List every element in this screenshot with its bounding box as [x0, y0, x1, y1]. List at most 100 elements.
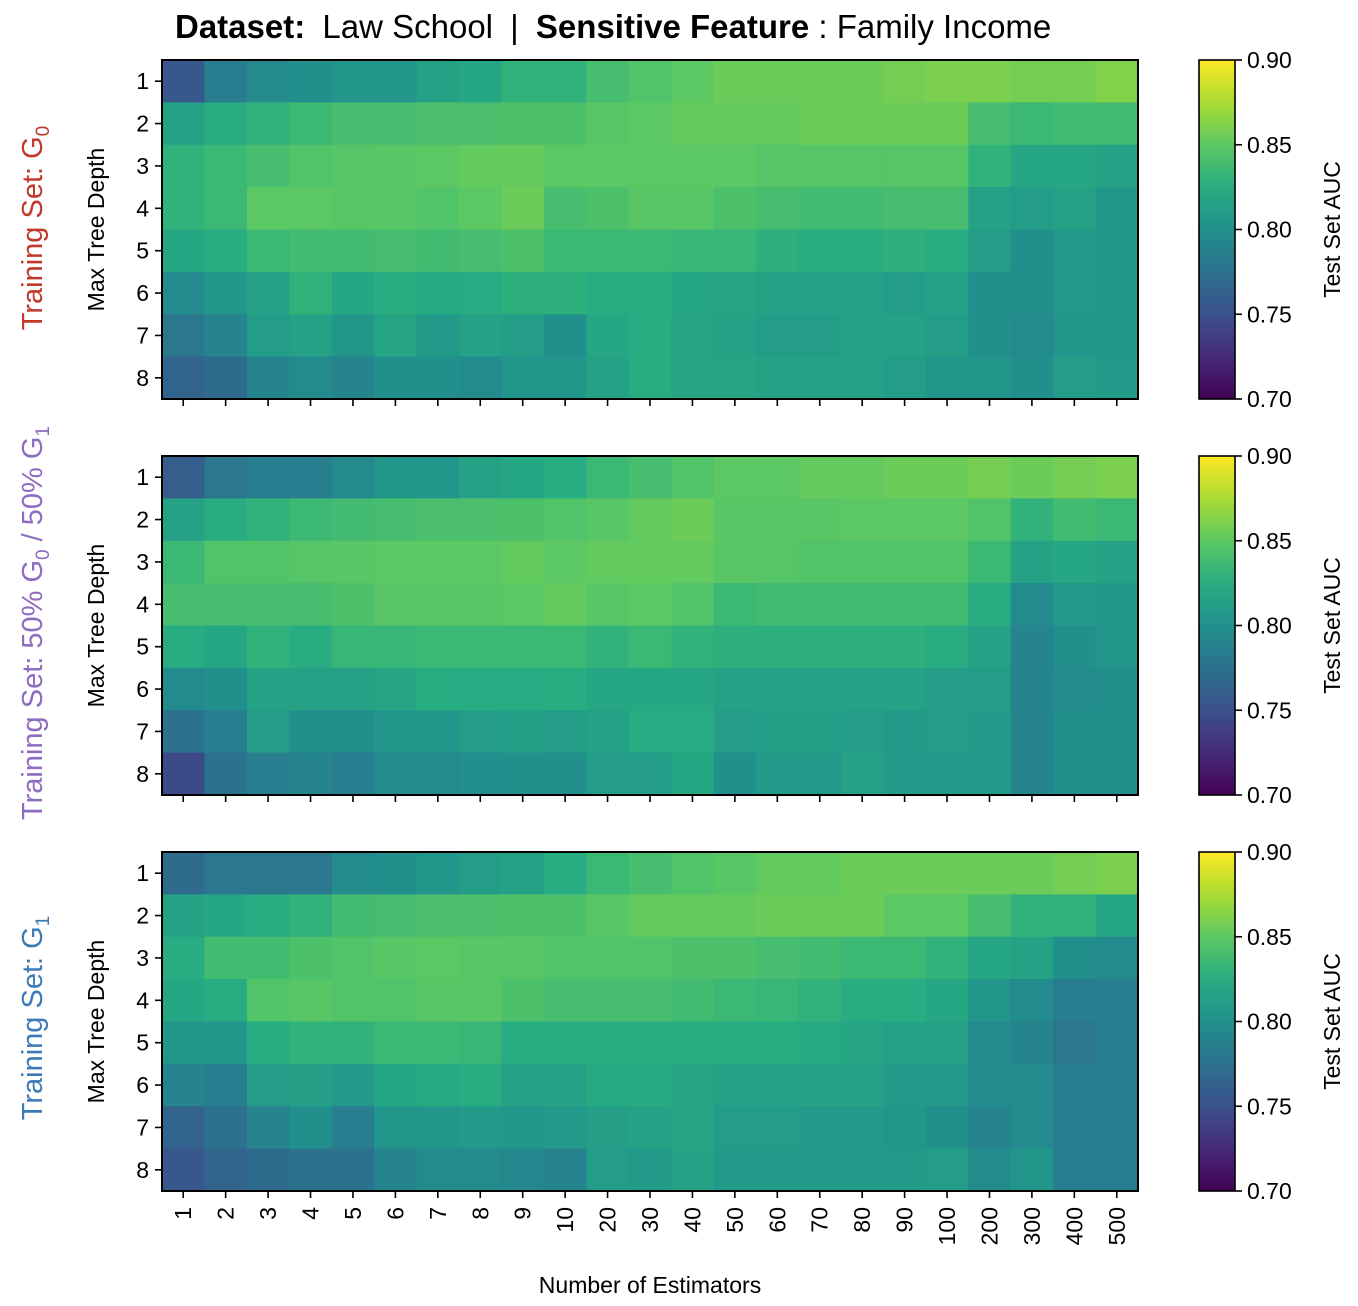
- x-tick-label: 80: [849, 1207, 875, 1233]
- heatmap-cell: [331, 1148, 375, 1192]
- title-separator: |: [510, 8, 519, 45]
- heatmap-cell: [756, 667, 800, 711]
- heatmap-cell: [246, 271, 290, 315]
- heatmap-cell: [713, 102, 757, 146]
- heatmap-cell: [289, 1021, 333, 1065]
- heatmap-cell: [162, 144, 206, 188]
- heatmap-cell: [671, 314, 715, 358]
- y-tick-label: 7: [136, 322, 149, 348]
- heatmap-cell: [416, 894, 460, 938]
- heatmap-cell: [1010, 271, 1054, 315]
- heatmap-cell: [798, 752, 842, 796]
- heatmap-cell: [374, 667, 418, 711]
- heatmap-cell: [840, 667, 884, 711]
- heatmap-cell: [798, 979, 842, 1023]
- heatmap-cell: [416, 936, 460, 980]
- heatmap-cell: [289, 456, 333, 499]
- heatmap-cell: [543, 314, 587, 358]
- heatmap-cell: [1010, 667, 1054, 711]
- heatmap-cell: [756, 625, 800, 669]
- y-tick-label: 2: [136, 903, 149, 929]
- heatmap-cell: [246, 667, 290, 711]
- heatmap-cell: [1095, 314, 1139, 358]
- heatmap-cell: [331, 144, 375, 188]
- heatmap-cell: [459, 852, 503, 895]
- heatmap-cell: [968, 1021, 1012, 1065]
- heatmap-cell: [840, 60, 884, 103]
- heatmap-cell: [840, 625, 884, 669]
- y-tick-label: 1: [136, 464, 149, 490]
- heatmap-cell: [713, 583, 757, 627]
- heatmap-cell: [798, 144, 842, 188]
- heatmap-cell: [331, 540, 375, 584]
- x-tick-label: 8: [467, 1207, 493, 1220]
- colorbar-tick-label: 0.85: [1247, 132, 1292, 158]
- heatmap-cell: [840, 1021, 884, 1065]
- heatmap-cell: [586, 979, 630, 1023]
- heatmap-cell: [162, 583, 206, 627]
- heatmap-cell: [1095, 752, 1139, 796]
- heatmap-cell: [246, 102, 290, 146]
- heatmap-cell: [374, 456, 418, 499]
- heatmap-cell: [374, 752, 418, 796]
- heatmap-cell: [713, 271, 757, 315]
- heatmap-cell: [840, 498, 884, 542]
- heatmap-cell: [459, 229, 503, 273]
- heatmap-cell: [543, 456, 587, 499]
- heatmap-cell: [1095, 1063, 1139, 1107]
- heatmap-cell: [543, 667, 587, 711]
- heatmap-cell: [840, 540, 884, 584]
- heatmap-cell: [416, 271, 460, 315]
- heatmap-cell: [756, 1063, 800, 1107]
- heatmap-cell: [713, 314, 757, 358]
- heatmap-cell: [840, 583, 884, 627]
- heatmap-cell: [416, 60, 460, 103]
- heatmap-cell: [246, 60, 290, 103]
- heatmap-cell: [1010, 936, 1054, 980]
- heatmap-cell: [671, 144, 715, 188]
- label-subscript: 1: [33, 916, 54, 927]
- heatmap-cell: [883, 1148, 927, 1192]
- heatmap-cell: [459, 894, 503, 938]
- heatmap-cell: [1053, 144, 1097, 188]
- heatmap-cell: [968, 540, 1012, 584]
- heatmap-cell: [713, 229, 757, 273]
- heatmap-cell: [501, 583, 545, 627]
- heatmap-cell: [756, 894, 800, 938]
- heatmap-cell: [331, 852, 375, 895]
- heatmap-cell: [374, 894, 418, 938]
- heatmap-cell: [501, 60, 545, 103]
- heatmap-cell: [671, 625, 715, 669]
- heatmap-cell: [968, 498, 1012, 542]
- heatmap-cell: [628, 456, 672, 499]
- heatmap-cell: [374, 60, 418, 103]
- heatmap-cell: [501, 852, 545, 895]
- heatmap-cell: [968, 187, 1012, 231]
- colorbar-gradient: [1199, 456, 1235, 795]
- heatmap-cell: [1053, 979, 1097, 1023]
- heatmap-cell: [501, 498, 545, 542]
- heatmap-cell: [246, 979, 290, 1023]
- heatmap-cell: [501, 102, 545, 146]
- heatmap-cell: [331, 498, 375, 542]
- heatmap-cell: [416, 667, 460, 711]
- heatmap-cell: [883, 625, 927, 669]
- heatmap-cell: [968, 456, 1012, 499]
- colorbar-tick-label: 0.80: [1247, 217, 1292, 243]
- x-tick-label: 7: [425, 1207, 451, 1220]
- heatmap-cell: [925, 583, 969, 627]
- heatmap-cell: [374, 144, 418, 188]
- heatmap-cell: [925, 456, 969, 499]
- heatmap-cell: [501, 187, 545, 231]
- heatmap-cell: [713, 625, 757, 669]
- heatmap-cell: [968, 356, 1012, 400]
- heatmap-cell: [246, 1063, 290, 1107]
- heatmap-cell: [543, 583, 587, 627]
- heatmap-cell: [543, 625, 587, 669]
- heatmap-cell: [883, 1106, 927, 1150]
- heatmap-cell: [713, 1106, 757, 1150]
- heatmap-cell: [331, 60, 375, 103]
- label-text: Training Set: G: [17, 926, 49, 1120]
- heatmap-cell: [289, 583, 333, 627]
